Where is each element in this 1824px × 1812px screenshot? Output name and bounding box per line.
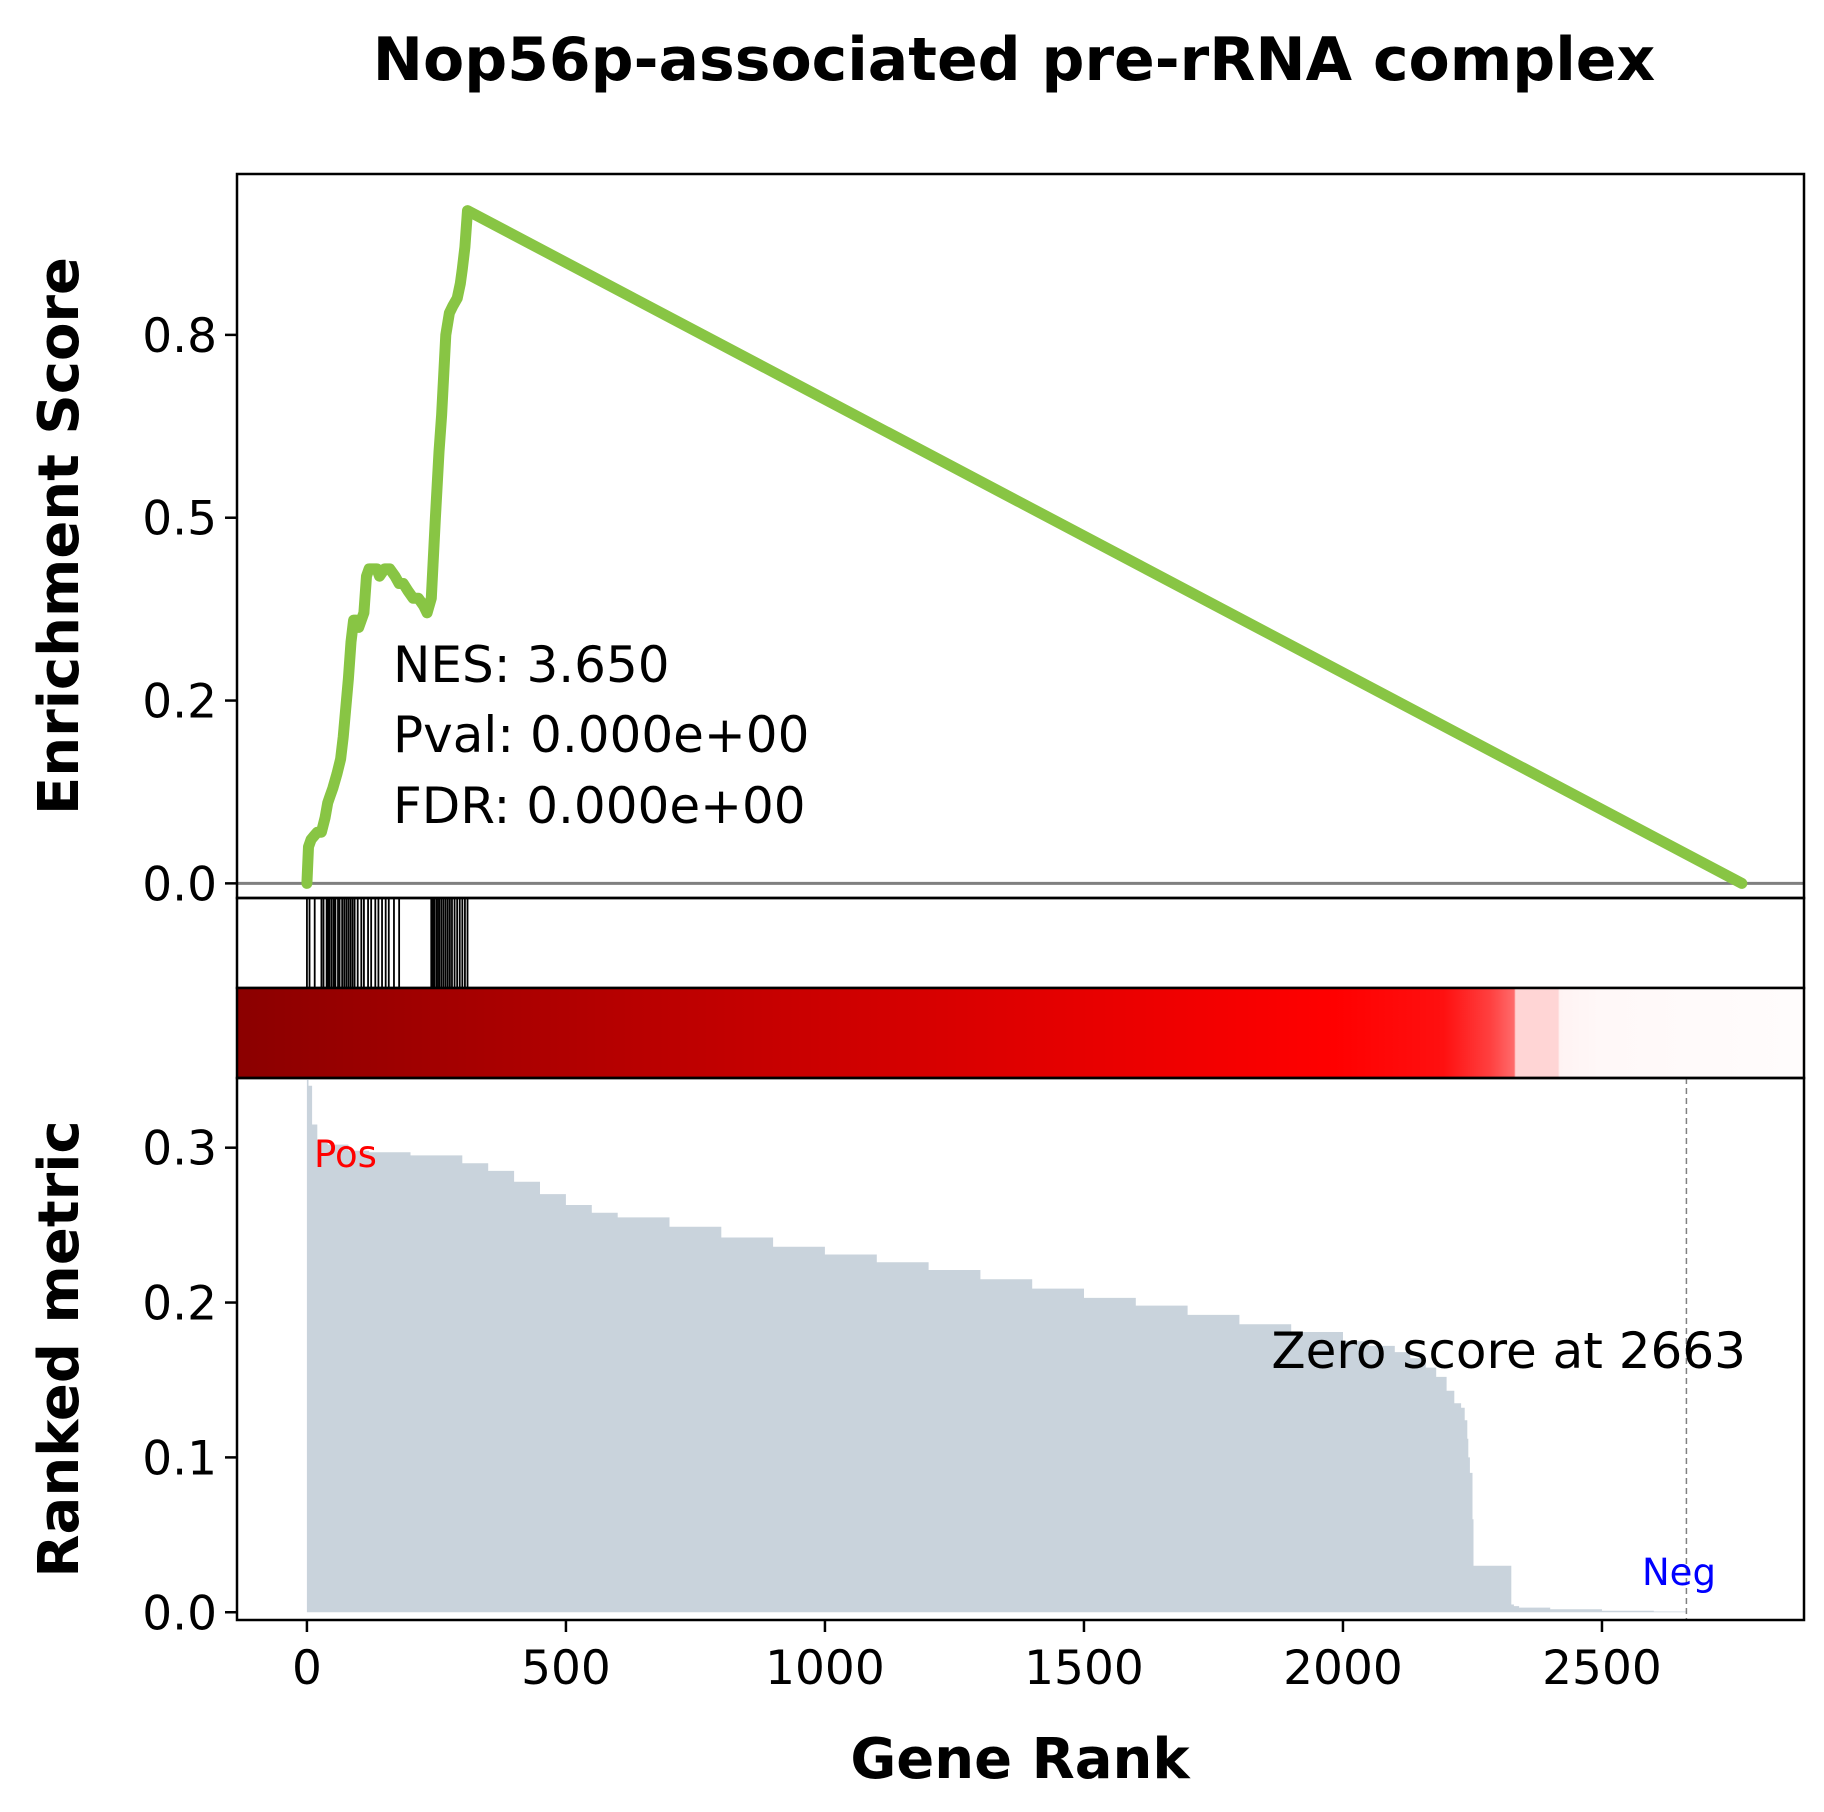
es-y-tick-label: 0.2	[142, 675, 217, 730]
metric-y-tick-label: 0.2	[142, 1277, 217, 1332]
x-tick-label: 500	[521, 1641, 611, 1696]
metric-y-axis-label: Ranked metric	[27, 1120, 92, 1577]
x-axis-label: Gene Rank	[850, 1727, 1191, 1792]
x-tick-label: 1500	[1024, 1641, 1144, 1696]
x-tick-label: 0	[292, 1641, 322, 1696]
hit-lines	[306, 898, 469, 988]
hits-frame	[235, 896, 1806, 990]
rank-colorbar	[237, 988, 1804, 1078]
es-y-tick-label: 0.5	[142, 492, 217, 547]
enrichment-score-panel: 0.0 0.2 0.5 0.8 Enrichment Score NES: 3.650…	[27, 172, 1806, 912]
pos-label: Pos	[314, 1133, 377, 1176]
metric-plot-frame	[235, 1076, 1806, 1622]
x-ticks: 0 500 1000 1500 2000 2500	[292, 1620, 1662, 1696]
gene-hits-panel	[235, 896, 1806, 990]
chart-title: Nop56p-associated pre-rRNA complex	[373, 25, 1655, 95]
fdr-annotation: FDR: 0.000e+00	[393, 777, 806, 835]
es-y-tick-label: 0.8	[142, 309, 217, 364]
metric-y-tick-label: 0.0	[142, 1586, 217, 1641]
enrichment-score-line	[301, 205, 1748, 889]
neg-label: Neg	[1642, 1551, 1716, 1594]
x-tick-label: 2500	[1542, 1641, 1662, 1696]
x-tick-label: 1000	[765, 1641, 885, 1696]
nes-annotation: NES: 3.650	[393, 636, 670, 694]
es-y-tick-label: 0.0	[142, 857, 217, 912]
ranked-metric-panel: Zero score at 2663 Pos Neg 0.00.10.20.3 …	[27, 1076, 1806, 1792]
rank-colorbar-panel	[235, 986, 1806, 1080]
metric-y-tick-label: 0.3	[142, 1122, 217, 1177]
zero-score-annotation: Zero score at 2663	[1271, 1322, 1746, 1380]
x-tick-label: 2000	[1283, 1641, 1403, 1696]
es-y-ticks: 0.0 0.2 0.5 0.8	[142, 309, 237, 912]
es-y-axis-label: Enrichment Score	[27, 257, 92, 815]
metric-y-ticks: 0.0 0.1 0.2 0.3	[142, 1122, 237, 1641]
ranked-metric-area	[306, 1078, 1742, 1613]
metric-y-tick-label: 0.1	[142, 1431, 217, 1486]
pval-annotation: Pval: 0.000e+00	[393, 706, 809, 764]
